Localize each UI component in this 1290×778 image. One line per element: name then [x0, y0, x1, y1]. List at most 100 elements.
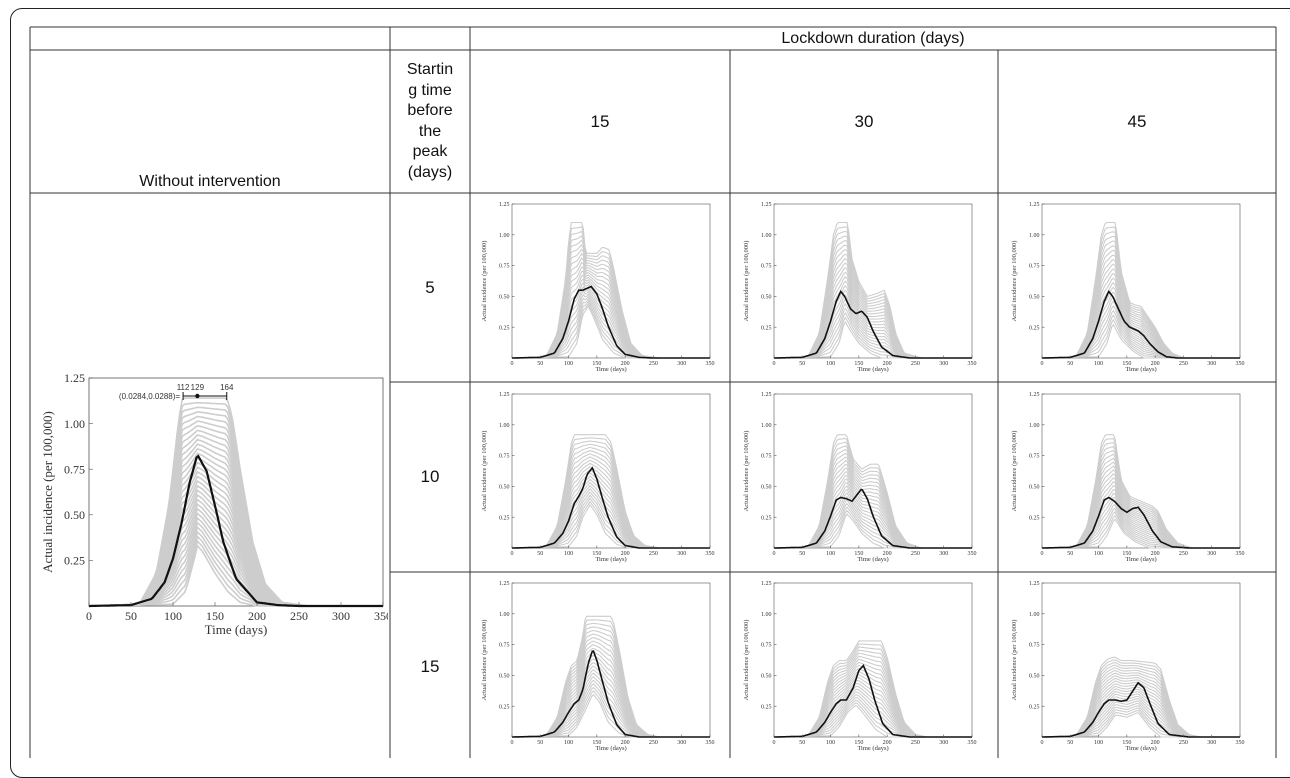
x-axis-label: Time (days)	[1125, 745, 1156, 752]
y-tick-label: 0.75	[761, 643, 772, 649]
mean-incidence-curve	[774, 290, 972, 359]
y-tick-label: 0.25	[761, 704, 772, 710]
x-tick-label: 250	[290, 609, 308, 623]
x-tick-label: 50	[537, 740, 543, 746]
x-tick-label: 200	[621, 740, 630, 746]
mean-incidence-curve	[1042, 681, 1240, 738]
x-tick-label: 150	[1122, 551, 1131, 557]
x-tick-label: 50	[1067, 361, 1073, 367]
mean-incidence-curve	[512, 650, 710, 738]
x-tick-label: 150	[206, 609, 224, 623]
x-tick-label: 0	[1041, 740, 1044, 746]
y-tick-label: 1.25	[761, 581, 772, 587]
y-tick-label: 1.25	[499, 392, 510, 398]
x-tick-label: 300	[939, 740, 948, 746]
duration-15-header: 15	[590, 111, 610, 131]
x-tick-label: 250	[649, 740, 658, 746]
x-tick-label: 0	[511, 551, 514, 557]
x-tick-label: 300	[1207, 361, 1216, 367]
y-axis-label: Actual incidence (per 100,000)	[743, 431, 750, 512]
x-tick-label: 150	[854, 551, 863, 557]
y-tick-label: 1.25	[1029, 581, 1040, 587]
y-axis-label: Actual incidence (per 100,000)	[1011, 620, 1018, 701]
x-tick-label: 150	[854, 361, 863, 367]
y-tick-label: 1.00	[1029, 612, 1040, 618]
y-tick-label: 1.00	[761, 612, 772, 618]
y-tick-label: 0.50	[499, 485, 510, 491]
y-tick-label: 0.25	[761, 325, 772, 331]
x-tick-label: 350	[1236, 361, 1245, 367]
mean-incidence-curve	[89, 454, 383, 608]
y-tick-label: 0.50	[1029, 485, 1040, 491]
x-tick-label: 300	[939, 361, 948, 367]
x-tick-label: 100	[564, 361, 573, 367]
x-tick-label: 250	[1179, 740, 1188, 746]
x-axis-label: Time (days)	[205, 622, 268, 637]
chart-without-intervention: 0 50 100 150 200 250 300 350 0.25 0.50 0.75 1.00 1.2…	[40, 371, 388, 637]
y-tick-label: 1.00	[1029, 233, 1040, 239]
x-tick-label: 0	[773, 551, 776, 557]
x-tick-label: 250	[1179, 551, 1188, 557]
y-axis-label: Actual incidence (per 100,000)	[743, 620, 750, 701]
y-axis-label: Actual incidence (per 100,000)	[1011, 431, 1018, 512]
x-tick-label: 300	[332, 609, 350, 623]
x-tick-label: 50	[537, 551, 543, 557]
x-tick-label: 50	[125, 609, 137, 623]
x-tick-label: 100	[1094, 551, 1103, 557]
without-intervention-header: Without intervention	[139, 172, 281, 190]
y-tick-label: 1.00	[1029, 423, 1040, 429]
x-tick-label: 300	[1207, 551, 1216, 557]
y-axis-label: Actual incidence (per 100,000)	[481, 431, 488, 512]
x-tick-label: 350	[374, 609, 388, 623]
x-tick-label: 300	[677, 361, 686, 367]
starting-time-header: Startin g time before the peak (days)	[406, 61, 454, 181]
x-axis-label: Time (days)	[857, 366, 888, 373]
x-tick-label: 50	[799, 551, 805, 557]
x-tick-label: 150	[592, 740, 601, 746]
plot-axes-box	[511, 582, 711, 738]
x-tick-label: 350	[968, 740, 977, 746]
x-tick-label: 250	[649, 551, 658, 557]
y-tick-label: 0.25	[1029, 325, 1040, 331]
y-tick-label: 0.50	[1029, 295, 1040, 301]
x-tick-label: 100	[564, 740, 573, 746]
chart-start15-dur15: 0 50 100 150 200 250 300 350 0.25 0.50 0.75 1.00 1.2…	[481, 581, 715, 752]
mean-incidence-curve	[512, 466, 710, 549]
x-axis-label: Time (days)	[857, 556, 888, 563]
y-axis-label: Actual incidence (per 100,000)	[743, 241, 750, 322]
peak-median-marker	[195, 393, 200, 399]
x-axis-label: Time (days)	[595, 745, 626, 752]
x-tick-label: 250	[649, 361, 658, 367]
y-tick-label: 0.75	[499, 643, 510, 649]
start-time-15-label: 15	[420, 657, 440, 676]
x-tick-label: 350	[968, 551, 977, 557]
x-tick-label: 300	[1207, 740, 1216, 746]
peak-time-label: 164	[220, 383, 234, 392]
duration-30-header: 30	[854, 111, 874, 131]
x-tick-label: 300	[939, 551, 948, 557]
y-axis-label: Actual incidence (per 100,000)	[481, 241, 488, 322]
x-tick-label: 100	[164, 609, 182, 623]
peak-annotation-label: (0.0284,0.0288)=	[119, 392, 180, 401]
chart-start5-dur15: 0 50 100 150 200 250 300 350 0.25 0.50 0.75 1.00 1.2…	[481, 202, 715, 373]
y-tick-label: 1.00	[761, 423, 772, 429]
x-tick-label: 50	[799, 361, 805, 367]
x-tick-label: 100	[1094, 361, 1103, 367]
x-tick-label: 150	[592, 551, 601, 557]
x-tick-label: 200	[883, 740, 892, 746]
x-tick-label: 200	[248, 609, 266, 623]
y-axis-label: Actual incidence (per 100,000)	[1011, 241, 1018, 322]
y-tick-label: 1.00	[499, 612, 510, 618]
mean-incidence-curve	[1042, 290, 1240, 359]
x-axis-label: Time (days)	[595, 366, 626, 373]
y-tick-label: 0.75	[499, 264, 510, 270]
chart-start15-dur45: 0 50 100 150 200 250 300 350 0.25 0.50 0.75 1.00 1.2…	[1011, 581, 1245, 752]
x-tick-label: 100	[826, 551, 835, 557]
x-tick-label: 100	[1094, 740, 1103, 746]
x-tick-label: 350	[706, 740, 715, 746]
x-tick-label: 0	[86, 609, 92, 623]
y-tick-label: 0.25	[1029, 515, 1040, 521]
plot-axes-box	[1041, 203, 1241, 359]
y-tick-label: 0.25	[499, 325, 510, 331]
x-tick-label: 150	[1122, 740, 1131, 746]
